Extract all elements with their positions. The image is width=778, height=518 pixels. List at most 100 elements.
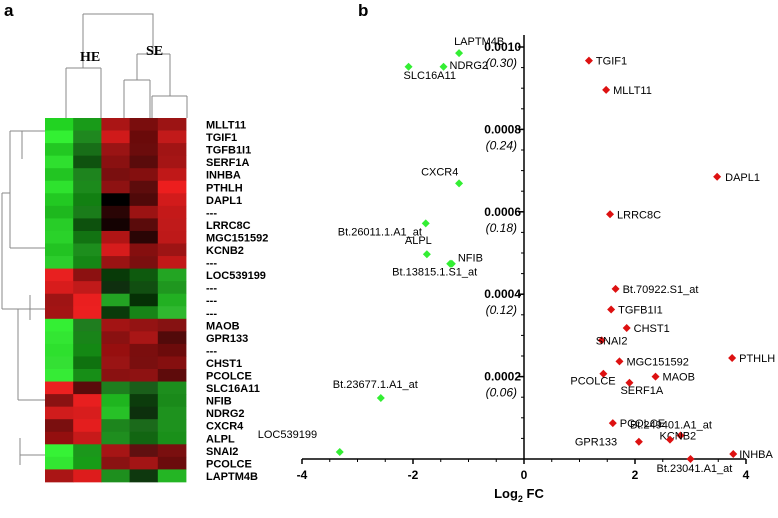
heatmap-cell xyxy=(45,193,74,207)
heatmap-cell xyxy=(129,456,159,470)
heatmap-cell xyxy=(45,293,74,307)
up-regulated-point xyxy=(651,372,660,381)
heatmap-cell xyxy=(73,369,102,382)
heatmap-cell xyxy=(45,318,74,332)
point-label: Bt.13815.1.S1_at xyxy=(392,267,477,279)
heatmap-cell xyxy=(101,218,130,232)
heatmap-cell xyxy=(73,281,102,295)
point-label: MGC151592 xyxy=(626,356,688,368)
gene-label: SLC16A11 xyxy=(206,383,260,395)
heatmap-cell xyxy=(157,193,187,207)
x-tick-label: 4 xyxy=(743,468,750,482)
heatmap-cell xyxy=(45,130,74,144)
column-dendrogram xyxy=(65,13,188,118)
panel-b-label: b xyxy=(358,1,368,20)
heatmap-cell xyxy=(45,456,74,470)
heatmap-cell xyxy=(129,356,159,370)
heatmap-cell xyxy=(101,143,130,157)
heatmap-cell xyxy=(157,356,187,370)
heatmap-cell xyxy=(45,306,74,320)
y-tick-label: 0.0004 xyxy=(484,287,521,301)
up-regulated-point xyxy=(602,85,611,94)
heatmap-cell xyxy=(157,381,187,395)
heatmap-cell xyxy=(73,230,102,244)
heatmap-cell xyxy=(129,318,159,332)
point-label: NDRG2 xyxy=(450,60,489,72)
point-label: Bt.23677.1.A1_at xyxy=(333,379,418,391)
heatmap-cell xyxy=(73,469,102,483)
heatmap-cell xyxy=(73,381,102,395)
point-label: LAPTM4B xyxy=(454,36,504,48)
up-regulated-point xyxy=(713,172,722,181)
gene-label: ALPL xyxy=(206,433,235,445)
gene-label: MAOB xyxy=(206,320,240,332)
gene-label-column: MLLT11TGIF1TGFB1I1SERF1AINHBAPTHLHDAPL1-… xyxy=(206,120,268,483)
point-label: MAOB xyxy=(663,372,695,384)
down-regulated-point xyxy=(335,447,344,456)
up-regulated-point xyxy=(622,323,631,332)
heatmap-cell xyxy=(129,243,159,257)
heatmap-cell xyxy=(45,331,74,345)
heatmap-cell xyxy=(73,268,102,282)
gene-label: --- xyxy=(206,283,217,295)
heatmap-cell xyxy=(73,193,102,207)
heatmap-cell xyxy=(157,118,187,131)
heatmap-cell xyxy=(45,268,74,282)
point-label: KCNB2 xyxy=(660,431,697,443)
heatmap-cell xyxy=(45,469,74,483)
up-regulated-point xyxy=(729,450,738,459)
point-label: PCOLCE xyxy=(570,376,615,388)
heatmap-panel: HE SE MLLT11TGIF1TGFB1I1SERF1AINHBAPTHLH… xyxy=(1,13,268,483)
point-label: ALPL xyxy=(405,235,432,247)
heatmap-cell xyxy=(157,469,187,483)
heatmap-cell xyxy=(73,155,102,169)
heatmap-cell xyxy=(73,318,102,332)
heatmap-cell xyxy=(73,130,102,144)
heatmap-cell xyxy=(73,419,102,433)
up-regulated-point xyxy=(606,210,615,219)
gene-label: NDRG2 xyxy=(206,408,245,420)
heatmap-cell xyxy=(101,343,130,357)
heatmap-cell xyxy=(101,180,130,194)
heatmap-cell xyxy=(73,205,102,219)
y-tick-label: 0.0008 xyxy=(484,122,521,136)
up-regulated-point xyxy=(634,437,643,446)
down-regulated-point xyxy=(446,259,455,268)
heatmap-cell xyxy=(73,180,102,194)
heatmap-cell xyxy=(73,394,102,408)
heatmap-cell xyxy=(157,331,187,345)
gene-label: --- xyxy=(206,295,217,307)
gene-label: --- xyxy=(206,308,217,320)
heatmap-cell xyxy=(101,205,130,219)
heatmap-cell xyxy=(45,444,74,458)
point-label: SNAI2 xyxy=(596,335,628,347)
point-label: SLC16A11 xyxy=(404,70,456,82)
heatmap-cell xyxy=(129,256,159,269)
heatmap-cell xyxy=(45,143,74,157)
heatmap-cell xyxy=(129,381,159,395)
heatmap-cell xyxy=(73,331,102,345)
row-dendrogram xyxy=(1,130,45,465)
heatmap-cell xyxy=(101,256,130,269)
gene-label: --- xyxy=(206,258,217,270)
point-label: Bt.26011.1.A1_at xyxy=(338,226,422,238)
heatmap-cell xyxy=(157,243,187,257)
gene-label: SERF1A xyxy=(206,157,249,169)
heatmap-cell xyxy=(157,369,187,382)
heatmap-cell xyxy=(45,369,74,382)
heatmap-cell xyxy=(129,155,159,169)
up-regulated-point xyxy=(728,354,737,363)
heatmap-cell xyxy=(101,130,130,144)
heatmap-cell xyxy=(45,180,74,194)
heatmap-cell xyxy=(157,306,187,320)
up-regulated-point xyxy=(599,369,608,378)
point-label: Bt.70922.S1_at xyxy=(623,284,699,296)
heatmap-cell xyxy=(45,230,74,244)
gene-label: NFIB xyxy=(206,396,232,408)
heatmap-cell xyxy=(101,431,130,445)
heatmap-cell xyxy=(73,256,102,269)
scatter-panel: -4 -2 0 2 4 0.0010 (0.30) 0.0008 (0.24) 0.0006 (0… xyxy=(258,35,775,504)
heatmap-cell xyxy=(157,318,187,332)
heatmap-cell xyxy=(157,256,187,269)
heatmap-cell xyxy=(73,143,102,157)
